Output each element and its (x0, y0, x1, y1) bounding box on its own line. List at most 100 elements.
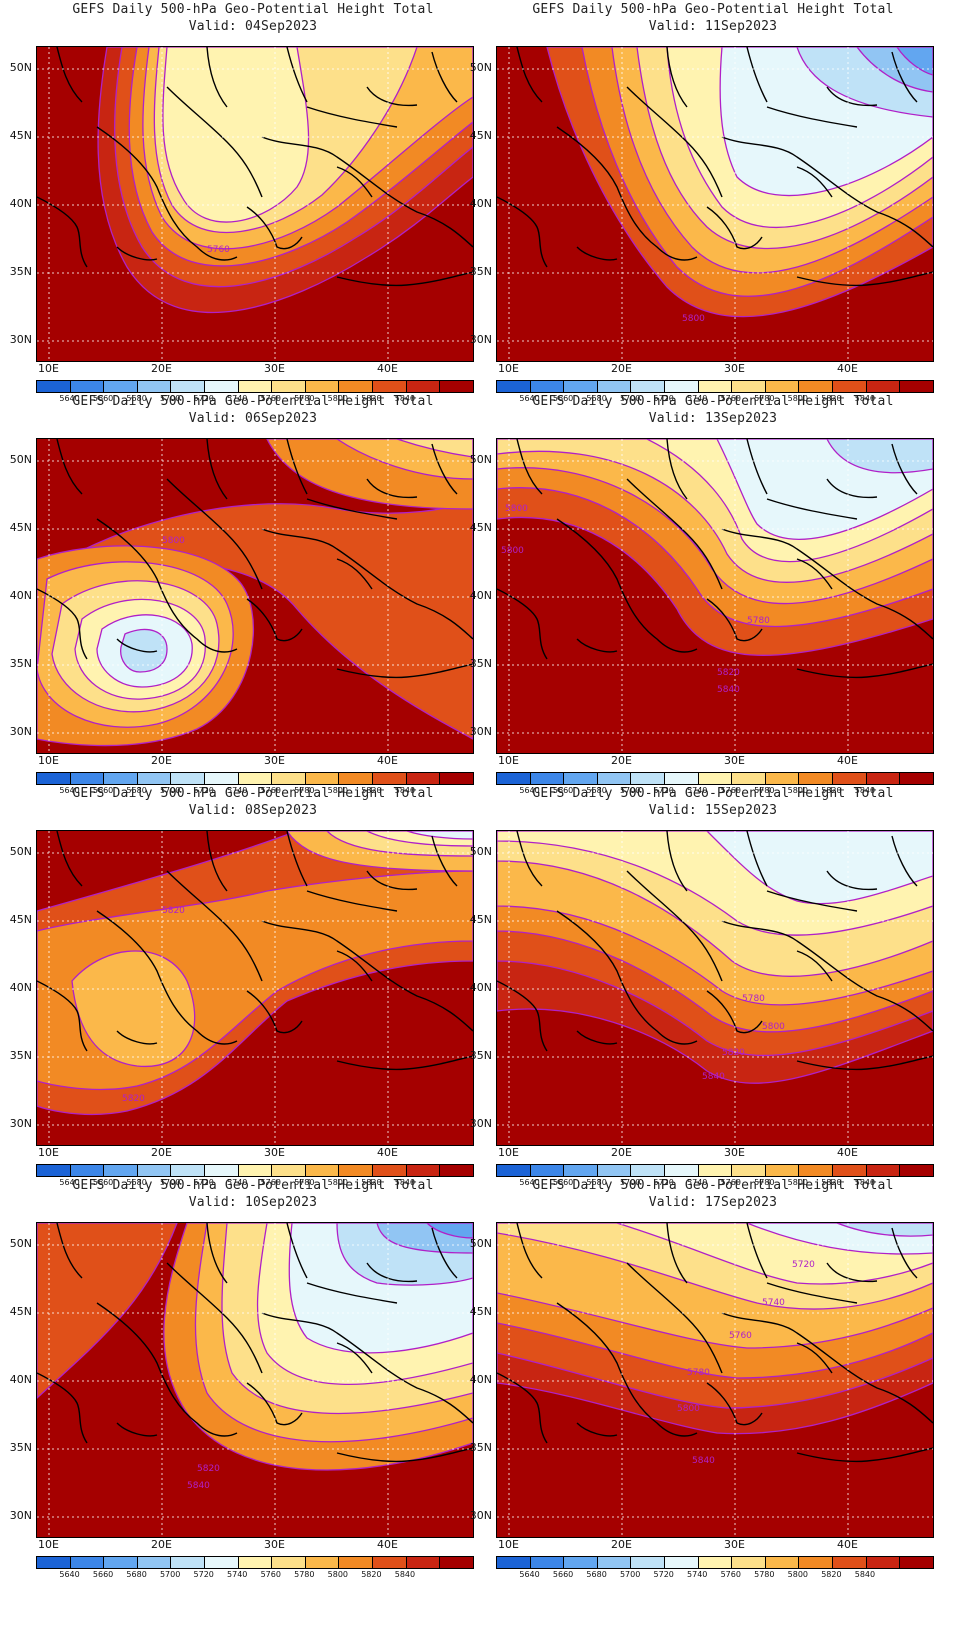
colorbar-swatch (799, 773, 834, 784)
contour-label: 5820 (162, 906, 185, 916)
colorbar-swatch (564, 1165, 598, 1176)
colorbar-swatch (833, 773, 867, 784)
height-band (396, 439, 473, 458)
colorbar-label: 5720 (193, 1178, 214, 1187)
panel-title: GEFS Daily 500-hPa Geo-Potential Height … (532, 786, 894, 801)
lat-tick-label: 30N (9, 1117, 32, 1130)
colorbar-swatch (799, 381, 834, 392)
colorbar-swatch (137, 1165, 172, 1176)
panel-valid-date: Valid: 08Sep2023 (188, 803, 318, 818)
colorbar-swatch (564, 381, 598, 392)
colorbar-label: 5740 (687, 1178, 708, 1187)
lon-tick-label: 40E (377, 362, 398, 375)
colorbar-swatch (564, 1557, 598, 1568)
lon-tick-label: 40E (377, 1538, 398, 1551)
lon-tick-label: 20E (611, 362, 632, 375)
colorbar-swatch (440, 773, 473, 784)
lat-tick-label: 35N (9, 657, 32, 670)
colorbar-label: 5740 (687, 786, 708, 795)
contour-plot: 5800 (497, 47, 933, 361)
height-map: 5820 5840 (36, 1222, 474, 1538)
colorbar-label: 5820 (821, 1570, 842, 1579)
colorbar-swatch (732, 1557, 766, 1568)
lat-tick-label: 40N (469, 197, 492, 210)
colorbar-swatch (698, 1165, 733, 1176)
contour-label: 5820 (122, 1094, 145, 1104)
panel-valid-date: Valid: 13Sep2023 (648, 411, 778, 426)
colorbar-swatch (765, 773, 800, 784)
colorbar-label: 5760 (260, 1178, 281, 1187)
colorbar-label: 5780 (294, 394, 315, 403)
colorbar-label: 5800 (787, 1178, 809, 1187)
colorbar-swatch (799, 1557, 834, 1568)
colorbar-swatch (305, 381, 340, 392)
coastline (497, 831, 933, 1071)
panel-title: GEFS Daily 500-hPa Geo-Potential Height … (72, 786, 434, 801)
height-band (896, 47, 933, 76)
colorbar-swatch (37, 1165, 71, 1176)
panel-title: GEFS Daily 500-hPa Geo-Potential Height … (72, 2, 434, 17)
lon-tick-label: 30E (264, 362, 285, 375)
colorbar-swatch (37, 773, 71, 784)
colorbar-label: 5820 (821, 394, 842, 403)
height-map: 5800 (496, 46, 934, 362)
lat-tick-label: 35N (9, 1441, 32, 1454)
lon-tick-label: 20E (151, 1538, 172, 1551)
lat-tick-label: 45N (469, 129, 492, 142)
colorbar-swatch (665, 1165, 699, 1176)
colorbar-swatch (900, 381, 933, 392)
colorbar-swatch (305, 1557, 340, 1568)
contour-label: 5740 (762, 1298, 785, 1308)
colorbar-swatch (171, 1557, 206, 1568)
lat-tick-label: 40N (469, 1373, 492, 1386)
lat-tick-label: 45N (469, 1305, 492, 1318)
colorbar-label: 5700 (619, 786, 641, 795)
colorbar-swatch (530, 1165, 565, 1176)
lat-tick-label: 50N (9, 453, 32, 466)
colorbar-swatch (900, 1165, 933, 1176)
colorbar-label: 5800 (327, 1178, 349, 1187)
colorbar-label: 5680 (586, 1570, 607, 1579)
colorbar-swatch (104, 1557, 138, 1568)
colorbar-label: 5640 (59, 394, 80, 403)
colorbar-swatch (765, 1557, 800, 1568)
panel-valid-date: Valid: 11Sep2023 (648, 19, 778, 34)
colorbar-swatch (799, 1165, 834, 1176)
lat-tick-label: 50N (9, 845, 32, 858)
map-panel: GEFS Daily 500-hPa Geo-Potential Height … (0, 392, 482, 802)
map-panel: GEFS Daily 500-hPa Geo-Potential Height … (460, 0, 942, 410)
contour-plot: 5820 5820 (37, 831, 473, 1145)
colorbar-label: 5640 (519, 786, 540, 795)
lon-tick-label: 40E (837, 1538, 858, 1551)
panel-title: GEFS Daily 500-hPa Geo-Potential Height … (532, 394, 894, 409)
colorbar-label: 5840 (854, 786, 876, 795)
colorbar-swatch (530, 381, 565, 392)
colorbar-swatch (497, 1557, 531, 1568)
colorbar-label: 5720 (193, 786, 214, 795)
lat-tick-label: 45N (9, 129, 32, 142)
contour-label: 5780 (687, 1368, 710, 1378)
lon-tick-label: 30E (264, 1538, 285, 1551)
colorbar-label: 5740 (227, 1178, 248, 1187)
colorbar-swatch (440, 1557, 473, 1568)
colorbar-swatch (497, 1165, 531, 1176)
colorbar (496, 772, 934, 785)
lon-tick-label: 10E (498, 362, 519, 375)
colorbar-swatch (137, 381, 172, 392)
lat-tick-label: 35N (469, 1049, 492, 1062)
colorbar-label: 5700 (619, 1178, 641, 1187)
lat-tick-label: 50N (9, 1237, 32, 1250)
contour-label: 5800 (677, 1404, 700, 1414)
colorbar-label: 5780 (754, 786, 775, 795)
height-map: 5800 (36, 438, 474, 754)
colorbar-swatch (171, 381, 206, 392)
colorbar-swatch (238, 773, 273, 784)
colorbar-swatch (440, 1165, 473, 1176)
colorbar-label: 5720 (653, 1178, 674, 1187)
colorbar-swatch (866, 381, 901, 392)
colorbar-label: 5700 (619, 394, 641, 403)
contour-plot: 5800 (37, 439, 473, 753)
lat-tick-label: 35N (9, 1049, 32, 1062)
contour-label: 5800 (501, 546, 524, 556)
contour-plot: 5780 5800 5820 5840 (497, 831, 933, 1145)
